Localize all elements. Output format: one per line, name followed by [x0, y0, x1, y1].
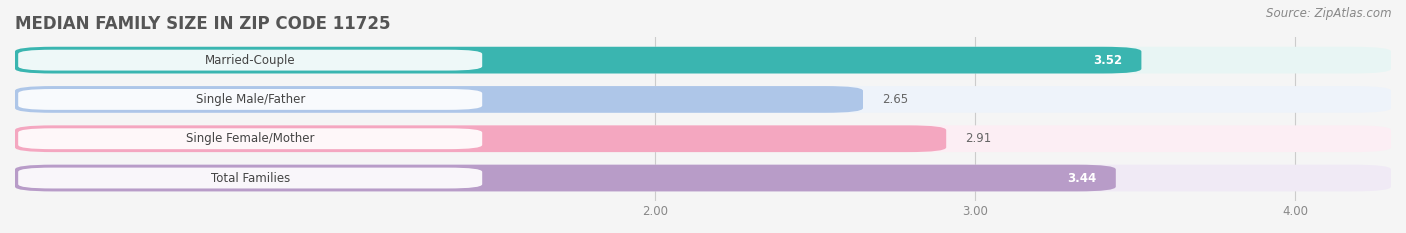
FancyBboxPatch shape	[18, 168, 482, 188]
Text: Single Male/Father: Single Male/Father	[195, 93, 305, 106]
Text: MEDIAN FAMILY SIZE IN ZIP CODE 11725: MEDIAN FAMILY SIZE IN ZIP CODE 11725	[15, 15, 391, 33]
FancyBboxPatch shape	[15, 47, 1142, 73]
FancyBboxPatch shape	[15, 47, 1391, 73]
Text: Total Families: Total Families	[211, 171, 290, 185]
Text: 2.65: 2.65	[882, 93, 908, 106]
Text: 3.52: 3.52	[1092, 54, 1122, 67]
FancyBboxPatch shape	[15, 86, 1391, 113]
Text: Source: ZipAtlas.com: Source: ZipAtlas.com	[1267, 7, 1392, 20]
FancyBboxPatch shape	[15, 86, 863, 113]
FancyBboxPatch shape	[18, 89, 482, 110]
FancyBboxPatch shape	[18, 50, 482, 71]
FancyBboxPatch shape	[15, 165, 1116, 191]
FancyBboxPatch shape	[15, 125, 1391, 152]
Text: Single Female/Mother: Single Female/Mother	[186, 132, 315, 145]
Text: 3.44: 3.44	[1067, 171, 1097, 185]
Text: Married-Couple: Married-Couple	[205, 54, 295, 67]
FancyBboxPatch shape	[15, 125, 946, 152]
FancyBboxPatch shape	[15, 165, 1391, 191]
Text: 2.91: 2.91	[966, 132, 991, 145]
FancyBboxPatch shape	[18, 128, 482, 149]
